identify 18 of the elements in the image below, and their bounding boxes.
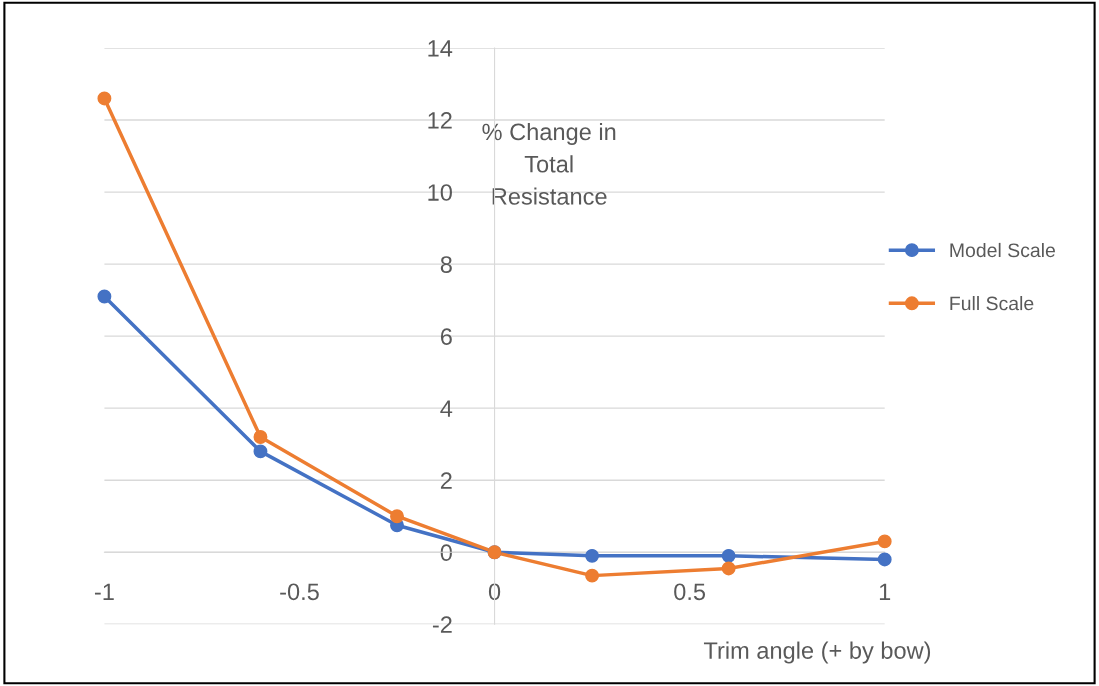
y-tick-label: 6 — [440, 328, 452, 345]
y-tick-label: 14 — [428, 40, 453, 57]
x-tick-label: 0 — [488, 583, 501, 601]
y-axis-title: % Change in Total Resistance — [482, 122, 616, 205]
legend-label: Full Scale — [950, 296, 1034, 311]
y-tick-label: 10 — [428, 184, 452, 201]
y-tick-label: -2 — [432, 616, 452, 633]
y-tick-label: 0 — [440, 544, 452, 562]
y-tick-label: 2 — [440, 472, 452, 489]
x-tick-label: -1 — [94, 583, 114, 600]
x-tick-label: -0.5 — [280, 583, 319, 601]
y-tick-label: 12 — [428, 112, 452, 129]
x-tick-label: 1 — [879, 583, 891, 600]
x-tick-label: 0.5 — [674, 583, 706, 601]
y-tick-label: 8 — [440, 256, 452, 273]
y-tick-label: 4 — [440, 400, 453, 417]
x-axis-title: Trim angle (+ by bow) — [703, 641, 931, 664]
legend-label: Model Scale — [950, 242, 1055, 258]
